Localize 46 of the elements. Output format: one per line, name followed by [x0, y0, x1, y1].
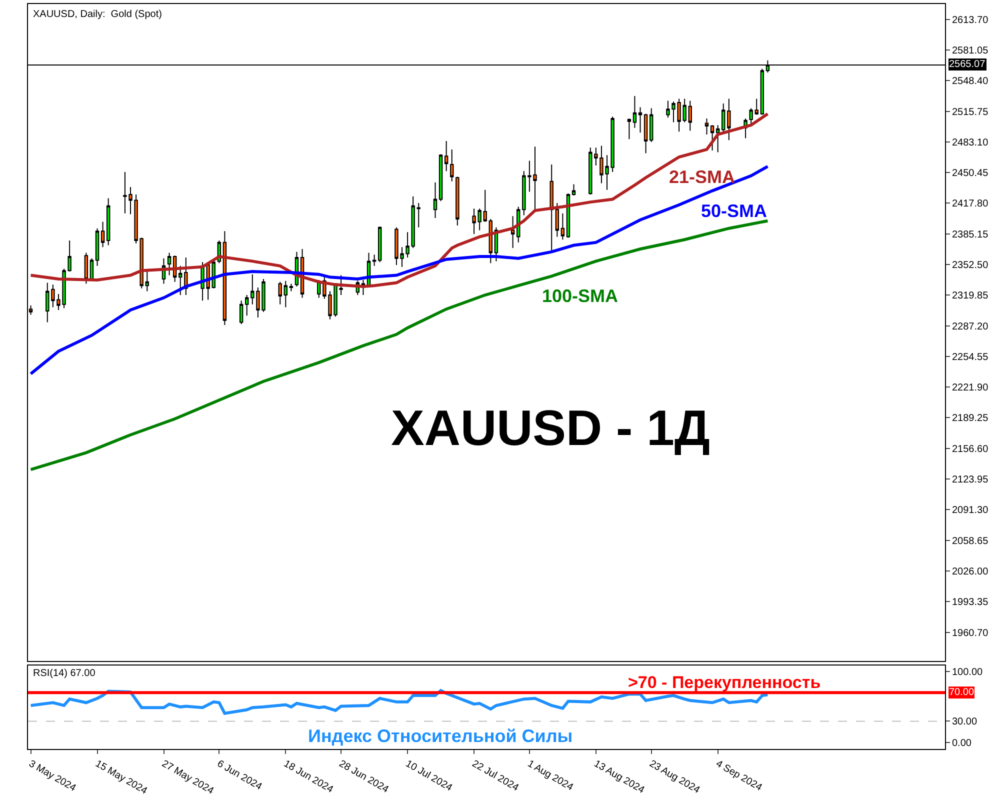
y-tick-label: 2548.40: [952, 76, 989, 88]
annotation: Индекс Относительной Силы: [308, 726, 573, 746]
y-tick-label: 2189.25: [952, 413, 989, 424]
y-tick-label: 2319.85: [952, 290, 989, 302]
y-tick-label: 2352.50: [952, 260, 989, 271]
y-tick-label: 2287.20: [952, 321, 989, 332]
y-tick-label: 0.00: [952, 738, 972, 750]
y-tick-label: 2483.10: [952, 137, 989, 148]
y-tick-label: 2221.90: [952, 382, 989, 394]
chart-title: RSI(14) 67.00: [33, 668, 96, 679]
y-tick-label: 2581.05: [952, 45, 989, 56]
series-label: 50-SMA: [701, 201, 768, 221]
x-tick-label: 4 Sep 2024: [714, 758, 764, 794]
x-tick-label: 10 Jul 2024: [404, 758, 454, 794]
y-tick-label: 2254.55: [952, 352, 989, 363]
y-tick-label: 2156.60: [952, 444, 989, 455]
x-tick-label: 6 Jun 2024: [215, 758, 264, 793]
y-tick-label: 1993.35: [952, 597, 989, 608]
x-tick-label: 1 Aug 2024: [525, 758, 576, 794]
y-tick-label: 2058.65: [952, 536, 989, 547]
x-tick-label: 18 Jun 2024: [282, 758, 336, 796]
y-tick-label: 1960.70: [952, 628, 989, 639]
ref-line-label: 70.00: [949, 687, 974, 698]
y-tick-label: 2417.80: [952, 198, 989, 210]
annotation: XAUUSD - 1Д: [391, 400, 710, 456]
x-tick-label: 22 Jul 2024: [470, 758, 521, 794]
y-tick-label: 2091.30: [952, 505, 989, 516]
ref-line-label: 2565.07: [949, 59, 986, 70]
y-tick-label: 30.00: [952, 716, 978, 728]
x-tick-label: 27 May 2024: [160, 758, 216, 798]
series-label: 21-SMA: [669, 167, 736, 187]
x-tick-label: 3 May 2024: [26, 758, 78, 794]
x-tick-label: 15 May 2024: [93, 758, 150, 798]
y-tick-label: 2123.95: [952, 474, 989, 486]
annotation: >70 - Перекупленность: [628, 673, 821, 692]
x-tick-label: 23 Aug 2024: [647, 758, 702, 796]
y-tick-label: 2613.70: [952, 14, 989, 26]
text: XAUUSD, Daily: Gold (Spot): [33, 9, 162, 20]
x-tick-label: 28 Jun 2024: [337, 758, 391, 796]
y-tick-label: 100.00: [952, 666, 984, 678]
x-tick-label: 13 Aug 2024: [592, 758, 646, 796]
series-label: 100-SMA: [542, 286, 618, 306]
y-tick-label: 2450.45: [952, 168, 989, 180]
y-tick-label: 2515.75: [952, 106, 989, 118]
y-tick-label: 2026.00: [952, 566, 989, 578]
y-tick-label: 2385.15: [952, 229, 989, 240]
